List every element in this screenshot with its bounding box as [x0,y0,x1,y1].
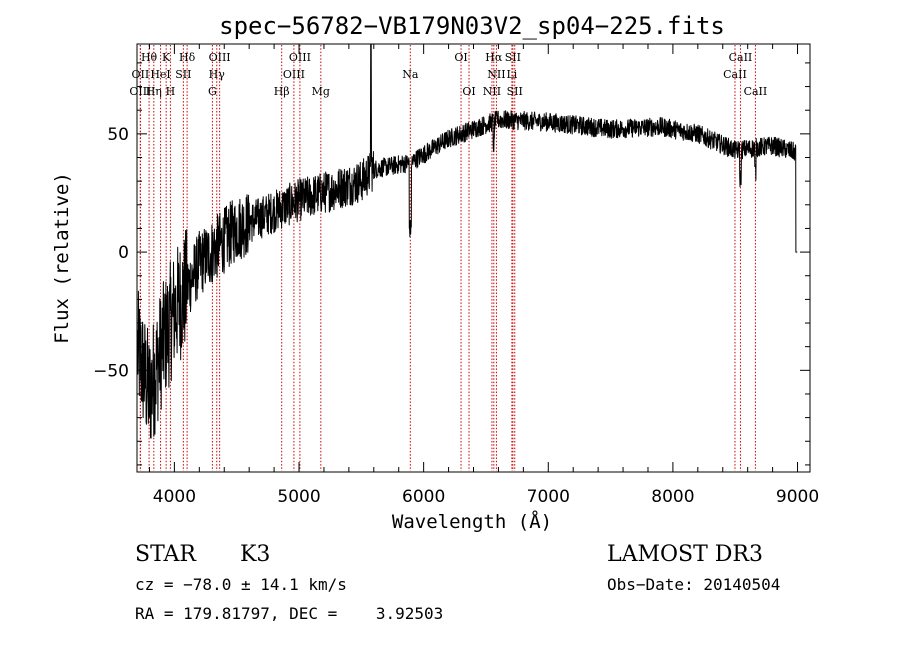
spectral-line-label: NII [487,68,505,81]
spectral-line-label: Hβ [274,85,290,98]
x-tick-label: 7000 [527,487,570,507]
spectral-line-label: Hα [485,51,503,64]
observation-date: Obs−Date: 20140504 [607,575,780,594]
spectral-line-label: Na [402,68,419,81]
spectral-line-label: OII [132,68,150,81]
x-tick-label: 9000 [776,487,819,507]
y-tick-label: 0 [118,243,129,263]
x-tick-label: 6000 [402,487,445,507]
spectral-line-label: NII [483,85,501,98]
spectral-line-label: OI [454,51,467,64]
spectral-line-label: SII [507,85,523,98]
spectral-subclass: K3 [240,542,270,567]
spectral-line-label: CaII [729,51,753,64]
spectral-line-label: OI [462,85,475,98]
redshift-readout: cz = −78.0 ± 14.1 km/s [135,575,347,594]
y-tick-label: −50 [93,361,129,381]
chart-title: spec−56782−VB179N03V2_sp04−225.fits [219,12,725,40]
spectral-line-label: Hγ [209,68,226,81]
spectral-line-label: Hθ [141,51,158,64]
y-axis-label: Flux (relative) [51,172,73,344]
spectral-line-label: OIII [209,51,231,64]
survey-name: LAMOST DR3 [607,542,763,567]
spectral-line-label: H [166,85,176,98]
spectral-line-label: SII [175,68,191,81]
coordinates-readout: RA = 179.81797, DEC = 3.92503 [135,604,443,623]
spectral-line-label: Hδ [179,51,196,64]
x-tick-label: 5000 [277,487,320,507]
spectral-line-label: CaII [723,68,747,81]
spectral-line-label: Mg [312,85,330,98]
spectral-line-label: SII [505,51,521,64]
axis-tick-labels: 4000 5000 6000 7000 8000 9000 −50 0 50 [93,125,819,507]
y-tick-label: 50 [107,125,129,145]
spectral-line-label: Li [506,68,517,81]
spectral-line-label: K [162,51,171,64]
object-type: STAR [135,542,197,567]
spectrum-series [137,43,798,439]
spectral-line-label: CaII [744,85,768,98]
spectral-line-label: Hη [146,85,162,98]
spectral-line-label: HeI [150,68,170,81]
spectral-line-label: OIII [283,68,305,81]
spectral-line-label: OIII [129,85,151,98]
spectral-line-label: OIII [289,51,311,64]
x-tick-label: 4000 [153,487,196,507]
spectral-line-label: G [208,85,217,98]
x-axis-label: Wavelength (Å) [392,510,552,533]
x-tick-label: 8000 [651,487,694,507]
axis-ticks [137,44,810,472]
